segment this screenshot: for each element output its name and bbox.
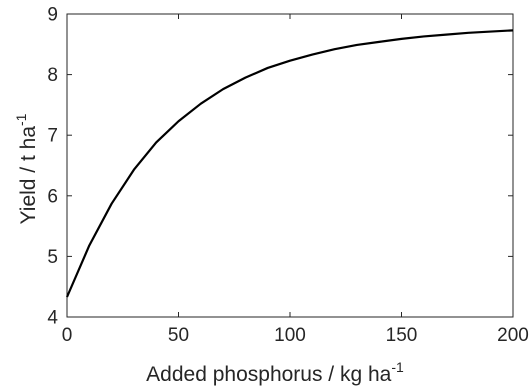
x-tick-label: 200 bbox=[497, 325, 529, 346]
y-tick-label: 6 bbox=[47, 186, 58, 207]
x-tick-label: 100 bbox=[274, 325, 306, 346]
y-tick-label: 7 bbox=[47, 126, 58, 147]
y-tick-label: 8 bbox=[47, 65, 58, 86]
x-tick-label: 0 bbox=[62, 325, 73, 346]
x-tick-label: 50 bbox=[168, 325, 189, 346]
plot-area bbox=[66, 13, 514, 318]
x-tick-label: 150 bbox=[386, 325, 418, 346]
y-tick-label: 9 bbox=[47, 5, 58, 26]
y-tick-label: 5 bbox=[47, 247, 58, 268]
ticks: 0 50 100 150 200 4 5 6 7 8 9 bbox=[47, 5, 528, 347]
series-layer bbox=[65, 29, 514, 298]
y-tick-label: 4 bbox=[47, 308, 58, 329]
yield-curve-line bbox=[65, 29, 514, 298]
x-axis-label: Added phosphorus / kg ha-1 bbox=[146, 359, 404, 386]
y-axis-label: Yield / t ha-1 bbox=[13, 113, 40, 224]
plot-frame bbox=[66, 13, 514, 318]
